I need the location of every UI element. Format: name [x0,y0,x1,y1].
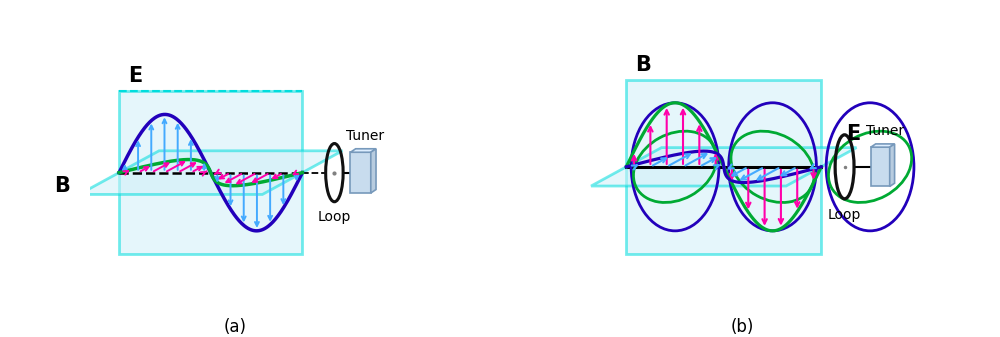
Polygon shape [871,147,890,186]
Text: Loop: Loop [828,208,861,221]
Text: Tuner: Tuner [866,124,904,138]
Polygon shape [371,149,376,193]
Polygon shape [890,144,895,186]
Polygon shape [626,80,821,254]
Text: E: E [846,124,860,144]
Text: Tuner: Tuner [346,129,384,143]
Polygon shape [79,151,342,194]
Text: (b): (b) [731,318,754,336]
Text: B: B [635,55,651,75]
Text: B: B [54,177,70,196]
Text: Loop: Loop [318,211,351,224]
Polygon shape [350,149,376,152]
Text: E: E [128,66,142,86]
Polygon shape [871,144,895,147]
Text: (a): (a) [224,318,247,336]
Polygon shape [591,148,857,186]
Polygon shape [119,91,302,254]
Polygon shape [350,152,371,193]
